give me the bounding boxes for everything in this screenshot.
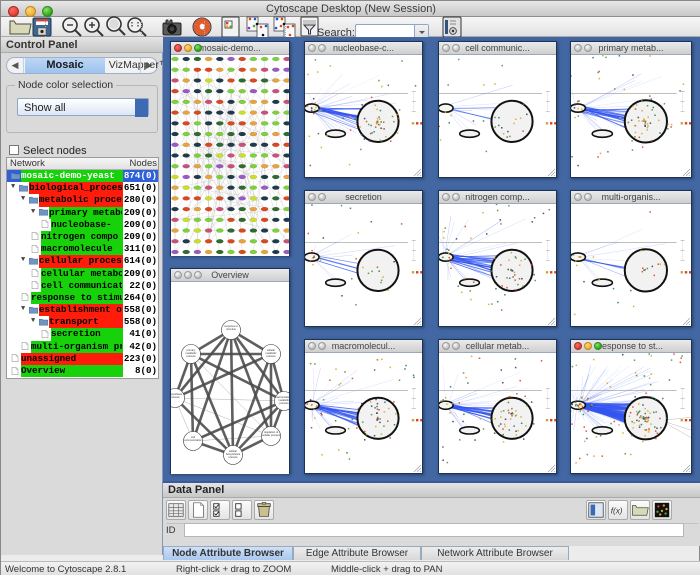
svg-text:cellular process: cellular process (262, 433, 281, 437)
svg-text:process: process (279, 401, 289, 405)
svg-text:stimulus: stimulus (226, 327, 236, 331)
svg-text:process: process (171, 395, 180, 399)
svg-text:process: process (266, 354, 276, 358)
svg-text:process: process (228, 455, 238, 459)
svg-text:communication: communication (184, 438, 202, 442)
svg-text:f(x): f(x) (611, 507, 623, 516)
svg-text:process: process (186, 354, 196, 358)
